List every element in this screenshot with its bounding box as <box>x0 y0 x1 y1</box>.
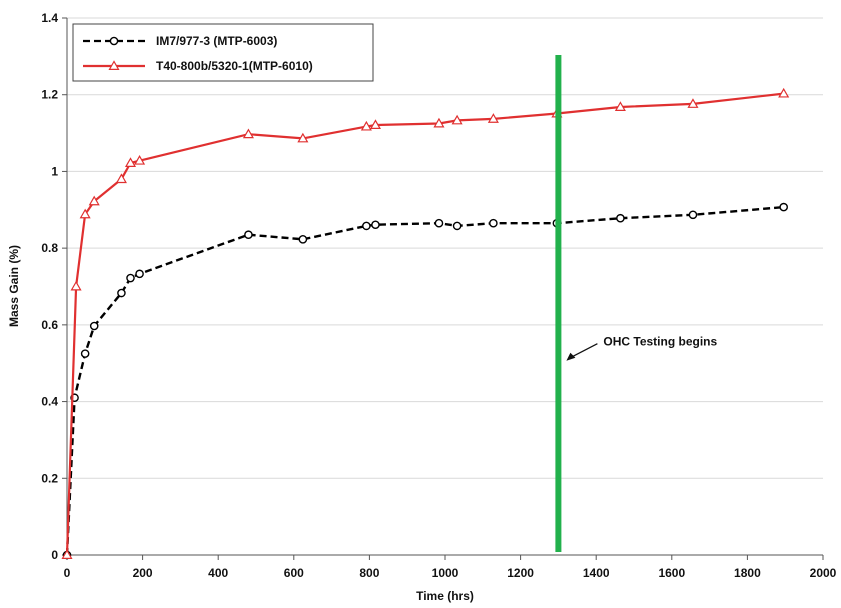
data-point-triangle <box>70 280 82 291</box>
data-point-triangle <box>778 87 790 98</box>
data-point-circle <box>779 202 788 212</box>
data-point-triangle <box>115 173 127 184</box>
data-point-triangle <box>61 549 73 559</box>
legend-label: T40-800b/5320-1(MTP-6010) <box>156 59 313 73</box>
data-point-triangle <box>369 119 381 129</box>
x-axis-title: Time (hrs) <box>416 589 474 603</box>
x-tick-label: 200 <box>133 566 153 580</box>
grid-lines <box>67 17 823 479</box>
data-point-triangle <box>108 60 120 70</box>
data-point-circle <box>371 220 380 230</box>
x-tick-label: 0 <box>64 566 71 580</box>
axes: 0 0.2 0.4 0.6 0.8 1 1.2 1.4 0 200 400 600 800 1000 120… <box>41 11 836 580</box>
data-point-circle <box>362 221 371 231</box>
data-point-circle <box>80 349 90 358</box>
y-tick-label: 1.2 <box>41 88 58 102</box>
data-point-circle <box>298 235 308 244</box>
x-tick-label: 400 <box>208 566 228 580</box>
data-point-triangle <box>242 128 254 139</box>
y-tick-label: 0 <box>51 548 58 562</box>
data-point-triangle <box>451 114 463 125</box>
y-tick-label: 0.6 <box>41 318 58 332</box>
annotation-label: OHC Testing begins <box>603 335 717 349</box>
y-tick-label: 0.8 <box>41 241 58 255</box>
data-point-circle <box>135 269 144 279</box>
y-tick-label: 0.4 <box>41 395 58 409</box>
data-point-circle <box>688 210 698 220</box>
x-tick-label: 1800 <box>734 566 761 580</box>
data-point-triangle <box>79 208 91 219</box>
data-point-circle <box>126 273 135 283</box>
data-point-triangle <box>124 157 137 167</box>
data-point-triangle <box>134 154 146 165</box>
x-tick-label: 1200 <box>507 566 534 580</box>
data-point-triangle <box>614 101 626 111</box>
x-tick-label: 2000 <box>810 566 837 580</box>
legend-label: IM7/977-3 (MTP-6003) <box>156 34 277 48</box>
plot-area <box>67 18 823 555</box>
x-tick-label: 600 <box>284 566 304 580</box>
y-tick-label: 1.4 <box>41 11 58 25</box>
data-point-circle <box>109 36 119 46</box>
data-point-triangle <box>687 98 699 108</box>
data-point-triangle <box>297 132 309 143</box>
data-point-circle <box>452 221 462 231</box>
data-point-circle <box>117 288 126 298</box>
data-point-triangle <box>433 117 445 128</box>
y-tick-label: 1 <box>51 164 58 178</box>
annotation-arrowhead <box>566 352 576 361</box>
annotations: OHC Testing begins <box>555 55 718 552</box>
data-point-triangle <box>360 120 372 131</box>
data-point-circle <box>489 218 498 228</box>
x-tick-label: 1400 <box>583 566 610 580</box>
series-line <box>65 205 784 556</box>
data-point-circle <box>434 218 444 228</box>
legend-box <box>72 23 374 82</box>
y-axis-title: Mass Gain (%) <box>7 245 21 327</box>
data-point-circle <box>616 213 625 223</box>
data-point-triangle <box>487 113 499 123</box>
data-point-triangle <box>88 195 100 206</box>
x-tick-label: 800 <box>359 566 379 580</box>
x-tick-label: 1000 <box>432 566 459 580</box>
data-point-circle <box>89 321 99 331</box>
legend: IM7/977-3 (MTP-6003) T40-800b/5320-1(MTP-… <box>72 23 374 82</box>
y-tick-label: 0.2 <box>41 471 58 485</box>
x-tick-label: 1600 <box>658 566 685 580</box>
data-point-circle <box>244 230 253 240</box>
